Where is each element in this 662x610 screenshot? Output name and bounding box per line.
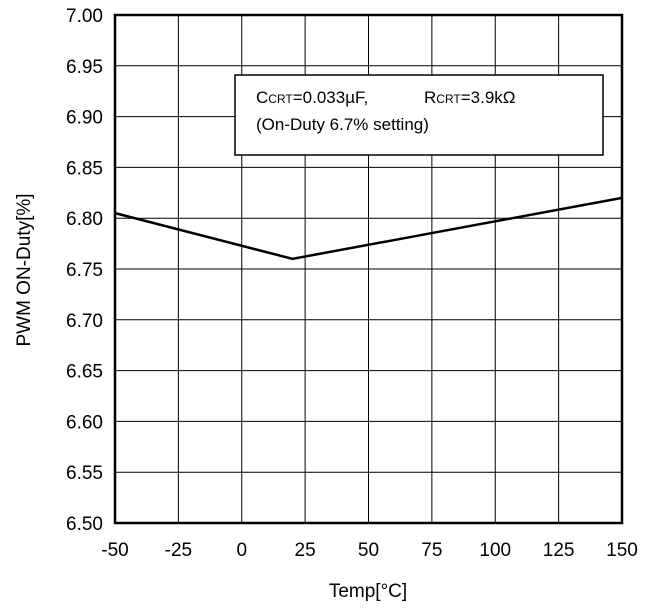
y-tick-label: 6.95 [66,57,103,78]
y-tick-label: 6.85 [66,158,103,179]
x-tick-label: 125 [543,540,575,561]
y-tick-label: 6.75 [66,260,103,281]
ccrt-value: =0.033µF, [293,88,369,107]
x-tick-label: 50 [358,540,379,561]
series-group [114,196,623,261]
rcrt-subscript: CRT [436,92,461,106]
rcrt-symbol: R [424,88,436,107]
y-tick-label: 6.55 [66,463,103,484]
y-tick-labels: 6.50 6.55 6.60 6.65 6.70 6.75 6.80 6.85 6.90 6.95… [66,6,103,535]
y-tick-label: 6.60 [66,412,103,433]
y-tick-label: 7.00 [66,6,103,27]
x-tick-label: 25 [295,540,316,561]
rcrt-value: =3.9kΩ [461,88,516,107]
y-tick-label: 6.50 [66,514,103,535]
x-axis-label: Temp[°C] [329,581,407,602]
ccrt-symbol: C [256,88,268,107]
x-tick-label: 150 [606,540,638,561]
x-tick-labels: -50 -25 0 25 50 75 100 125 150 [101,540,638,561]
y-tick-label: 6.70 [66,311,103,332]
plot-frame [113,13,624,525]
series-line [114,196,623,261]
y-tick-label: 6.90 [66,108,103,129]
ccrt-subscript: CRT [268,92,293,106]
annotation-line-1: CCRT=0.033µF, RCRT=3.9kΩ [256,88,516,107]
y-tick-label: 6.80 [66,209,103,230]
y-tick-label: 6.65 [66,362,103,383]
y-axis-label: PWM ON-Duty[%] [14,193,35,346]
x-tick-label: 75 [421,540,442,561]
annotation-frame [234,74,604,156]
x-tick-label: -50 [101,540,128,561]
annotation-line-2: (On-Duty 6.7% setting) [256,115,429,134]
annotation-box: CCRT=0.033µF, RCRT=3.9kΩ (On-Duty 6.7% s… [234,74,604,156]
x-tick-label: 100 [479,540,511,561]
x-tick-label: -25 [165,540,192,561]
x-tick-label: 0 [236,540,247,561]
